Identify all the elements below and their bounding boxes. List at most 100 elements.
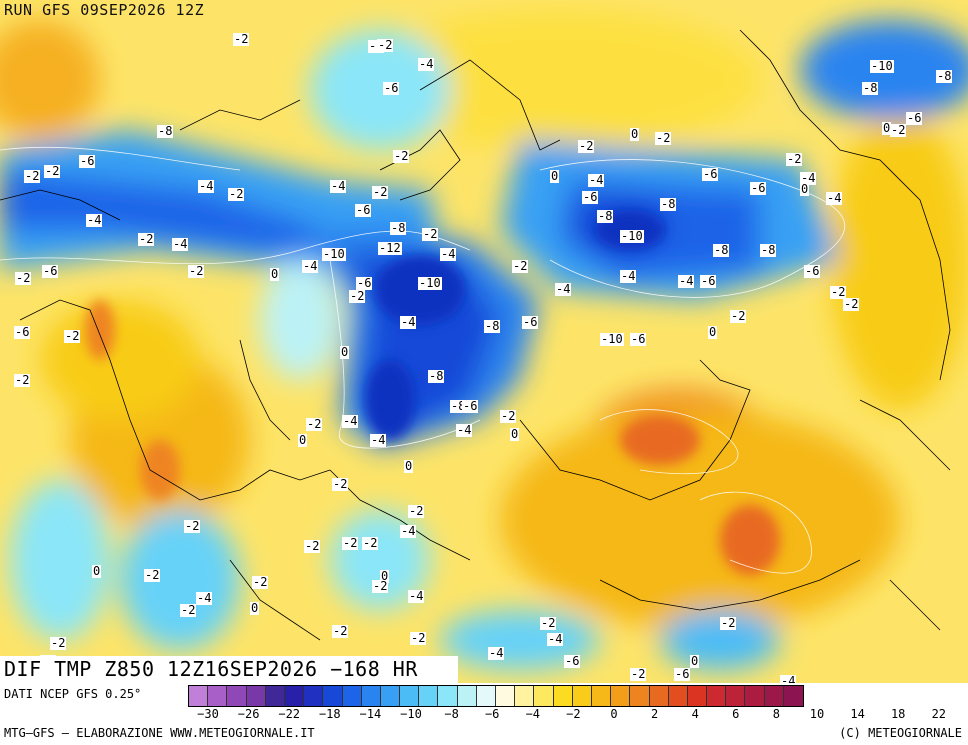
isotherm-value-label: 0 xyxy=(92,564,102,578)
isotherm-value-label: -4 xyxy=(330,179,347,193)
isotherm-value-label: -2 xyxy=(500,409,517,423)
isotherm-value-label: -2 xyxy=(349,289,366,303)
isotherm-value-label: -4 xyxy=(198,179,215,193)
isotherm-value-label: 0 xyxy=(550,169,560,183)
isotherm-value-label: -6 xyxy=(14,325,31,339)
field-title: DIF TMP Z850 12Z16SEP2026 −168 HR xyxy=(0,656,458,683)
isotherm-value-label: 0 xyxy=(630,127,640,141)
isotherm-value-label: -2 xyxy=(180,603,197,617)
isotherm-value-label: -2 xyxy=(540,616,557,630)
isotherm-value-label: -2 xyxy=(332,477,349,491)
isotherm-value-label: 0 xyxy=(380,569,390,583)
isotherm-value-label: -4 xyxy=(456,423,473,437)
colorbar-tick-label: 14 xyxy=(850,707,865,721)
isotherm-value-label: -2 xyxy=(144,568,161,582)
isotherm-value-label: -6 xyxy=(522,315,539,329)
isotherm-value-label: -10 xyxy=(322,247,346,261)
colorbar-cell xyxy=(227,686,247,706)
isotherm-value-label: -2 xyxy=(228,187,245,201)
isotherm-value-label: -2 xyxy=(843,297,860,311)
colorbar-tick-label: 18 xyxy=(890,707,906,721)
isotherm-value-label: -6 xyxy=(804,264,821,278)
isotherm-value-label: -2 xyxy=(830,285,847,299)
credit-left: MTG–GFS – ELABORAZIONE WWW.METEOGIORNALE… xyxy=(4,726,315,740)
colorbar-cell xyxy=(707,686,727,706)
isotherm-value-label: -8 xyxy=(484,319,501,333)
colorbar-cell xyxy=(745,686,765,706)
colorbar-cell xyxy=(265,686,285,706)
isotherm-value-label: -8 xyxy=(713,243,730,257)
isotherm-value-label: -2 xyxy=(720,616,737,630)
colorbar-cell xyxy=(630,686,650,706)
isotherm-value-label: -2 xyxy=(15,271,32,285)
isotherm-value-label: -8 xyxy=(660,197,677,211)
colorbar-cell xyxy=(323,686,343,706)
isotherm-value-label: -2 xyxy=(730,309,747,323)
isotherm-value-label: -2 xyxy=(362,536,379,550)
isotherm-value-label: -4 xyxy=(400,315,417,329)
isotherm-value-label: 0 xyxy=(690,654,700,668)
colorbar-cell xyxy=(189,686,209,706)
colorbar-cell xyxy=(668,686,688,706)
isotherm-value-label: -2 xyxy=(332,624,349,638)
isotherm-value-label: -6 xyxy=(906,111,923,125)
isotherm-value-label: -6 xyxy=(383,81,400,95)
isotherm-value-label: -4 xyxy=(547,632,564,646)
colorbar-tick-label: −8 xyxy=(444,707,459,721)
legend-panel: DATI NCEP GFS 0.25° −30 −26 −22 −18 −14 −10 −8… xyxy=(0,683,968,745)
isotherm-value-label: -2 xyxy=(64,329,81,343)
isotherm-value-label: -10 xyxy=(620,229,644,243)
isotherm-contours xyxy=(0,146,846,574)
isotherm-value-label: 0 xyxy=(882,121,892,135)
colorbar-ticks: −30−26−22−18−14−10−8−6−4−202468101418223… xyxy=(0,707,968,721)
anomaly-field xyxy=(0,10,968,670)
isotherm-value-label: -2 xyxy=(377,38,394,52)
isotherm-value-label: 0 xyxy=(298,433,308,447)
isotherm-value-label: -2 xyxy=(422,227,439,241)
colorbar-cell xyxy=(342,686,362,706)
isotherm-value-label: 0 xyxy=(404,459,414,473)
isotherm-value-label: -6 xyxy=(702,167,719,181)
colorbar-cell xyxy=(572,686,592,706)
isotherm-value-label: 0 xyxy=(800,182,810,196)
colorbar-tick-label: 6 xyxy=(732,707,740,721)
isotherm-value-label: -4 xyxy=(800,171,817,185)
isotherm-value-label: -2 xyxy=(372,579,389,593)
colorbar-tick-label: −6 xyxy=(484,707,500,721)
colorbar-cell xyxy=(419,686,439,706)
isotherm-value-label: -2 xyxy=(252,575,269,589)
colorbar xyxy=(188,685,804,707)
isotherm-value-label: -10 xyxy=(600,332,624,346)
isotherm-value-label: -4 xyxy=(780,675,797,683)
isotherm-value-label: -4 xyxy=(370,433,387,447)
isotherm-value-label: 0 xyxy=(340,345,350,359)
isotherm-value-label: -8 xyxy=(157,124,174,138)
isotherm-value-label: -8 xyxy=(760,243,777,257)
colorbar-cell xyxy=(438,686,458,706)
colorbar-cell xyxy=(687,686,708,706)
colorbar-cell xyxy=(476,686,496,706)
isotherm-value-label: -8 xyxy=(428,369,445,383)
credit-right: (C) METEOGIORNALE xyxy=(839,726,962,740)
isotherm-value-label: -6 xyxy=(700,274,717,288)
colorbar-tick-label: 4 xyxy=(691,707,699,721)
colorbar-tick-label: 10 xyxy=(809,707,825,721)
colorbar-cell xyxy=(649,686,669,706)
colorbar-cell xyxy=(726,686,746,706)
isotherm-value-label: -6 xyxy=(674,667,691,681)
isotherm-value-label: -2 xyxy=(24,169,41,183)
isotherm-value-label: -2 xyxy=(304,539,321,553)
isotherm-value-label: -4 xyxy=(678,274,695,288)
colorbar-tick-label: −14 xyxy=(359,707,382,721)
isotherm-value-label: -10 xyxy=(418,276,442,290)
isotherm-value-label: -6 xyxy=(564,654,581,668)
isotherm-value-label: -6 xyxy=(462,399,479,413)
colorbar-cell xyxy=(208,686,228,706)
colorbar-cell xyxy=(246,686,266,706)
colorbar-cell xyxy=(361,686,381,706)
colorbar-tick-label: −4 xyxy=(525,707,541,721)
colorbar-tick-label: −2 xyxy=(566,707,581,721)
colorbar-cell xyxy=(534,686,554,706)
colorbar-cell xyxy=(783,686,803,706)
isotherm-value-label: -2 xyxy=(184,519,201,533)
